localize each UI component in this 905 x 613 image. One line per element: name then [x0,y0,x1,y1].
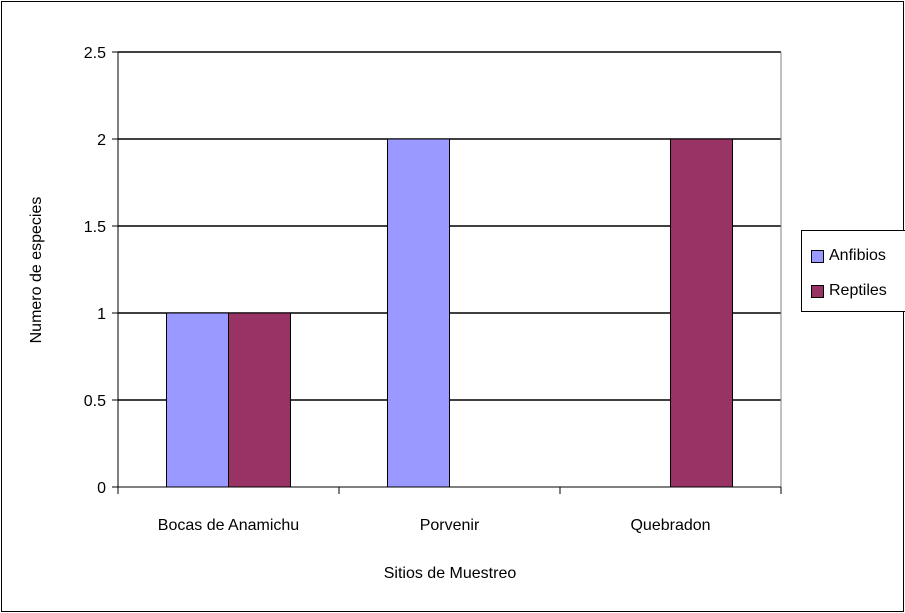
bar-anfibios-1 [387,138,450,488]
y-tick-label: 2 [97,132,106,149]
bars [166,138,733,488]
axes: 0 0.5 1 1.5 2 2.5 Bocas de Anamichu Porvenir Que… [84,45,782,534]
x-tick-label: Porvenir [420,517,480,534]
bar-reptiles-2 [670,138,733,488]
legend-label-anfibios: Anfibios [829,247,886,264]
legend-item-reptiles: Reptiles [811,281,887,301]
y-axis-title: Numero de especies [28,197,45,344]
x-axis-title: Sitios de Muestreo [384,565,517,582]
y-tick-label: 0.5 [84,393,106,410]
y-tick-label: 2.5 [84,45,106,62]
x-tick-label: Bocas de Anamichu [158,517,299,534]
legend-swatch-reptiles [811,284,824,298]
x-tick-label: Quebradon [630,517,710,534]
y-tick-label: 1.5 [84,219,106,236]
y-tick-label: 1 [97,306,106,323]
legend-item-anfibios: Anfibios [811,246,886,266]
bar-reptiles-0 [228,312,291,488]
legend: Anfibios Reptiles [801,230,905,312]
legend-swatch-anfibios [811,249,824,263]
legend-label-reptiles: Reptiles [829,282,887,299]
bar-anfibios-0 [166,312,229,488]
y-tick-label: 0 [97,480,106,497]
